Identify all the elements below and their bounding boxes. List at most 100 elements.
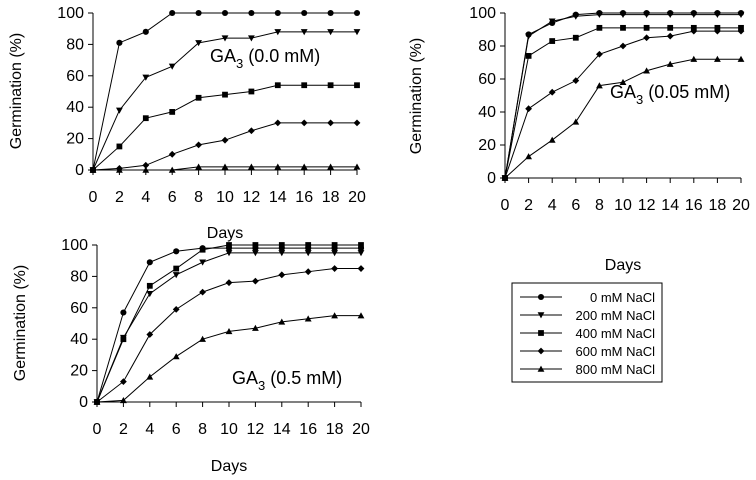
legend-marker [538, 330, 544, 336]
treatment-label-concentration: (0.5 mM) [265, 368, 342, 388]
data-point [548, 136, 556, 143]
data-point [169, 109, 176, 115]
data-point [327, 163, 334, 170]
data-point [146, 331, 154, 338]
data-point [354, 82, 360, 89]
y-tick-label: 100 [61, 237, 88, 254]
data-point [225, 250, 233, 257]
data-point [353, 119, 361, 127]
treatment-label-concentration: (0.0 mM) [243, 46, 320, 66]
data-point [142, 115, 149, 122]
data-point [357, 250, 365, 257]
data-point [274, 82, 281, 89]
data-point [643, 11, 650, 19]
data-point [226, 242, 232, 248]
data-point [327, 119, 334, 127]
data-point [596, 24, 603, 31]
data-point [278, 250, 286, 257]
data-point [195, 9, 202, 17]
data-point [690, 11, 698, 19]
data-point [331, 250, 338, 257]
data-point [690, 27, 698, 35]
data-point [120, 397, 127, 404]
data-point [331, 265, 338, 272]
data-point [225, 327, 233, 335]
treatment-label-subscript: 3 [636, 92, 643, 107]
y-tick-label: 60 [478, 71, 496, 88]
data-point [222, 91, 228, 98]
y-axis-label: Germination (%) [12, 265, 29, 381]
y-tick-label: 0 [75, 162, 84, 179]
x-tick-label: 8 [198, 421, 207, 438]
x-tick-label: 0 [93, 421, 102, 438]
data-point [116, 166, 123, 173]
data-point [252, 277, 259, 285]
data-point [116, 39, 123, 46]
data-point [357, 312, 365, 319]
x-tick-label: 8 [595, 197, 604, 214]
legend-entry: 200 mM NaCl [520, 308, 655, 323]
data-point [619, 11, 627, 19]
x-tick-label: 6 [168, 189, 177, 206]
x-tick-label: 18 [709, 197, 727, 214]
panel-treatment-label: GA3 (0.5 mM) [232, 368, 342, 393]
data-point [172, 305, 180, 313]
x-tick-label: 12 [638, 197, 656, 214]
data-point [596, 50, 603, 58]
data-point [168, 150, 176, 158]
data-point [195, 163, 202, 170]
data-point [643, 67, 650, 74]
series-800-mm-nacl [93, 312, 365, 405]
data-point [643, 34, 650, 42]
data-point [278, 271, 286, 279]
x-tick-label: 4 [145, 421, 154, 438]
treatment-label-main: GA [232, 368, 258, 388]
data-point [714, 27, 721, 35]
legend-entry: 600 mM NaCl [520, 344, 655, 359]
x-tick-label: 18 [322, 189, 340, 206]
data-point [225, 279, 233, 287]
y-tick-label: 0 [487, 170, 496, 187]
data-point [300, 29, 308, 36]
data-point [199, 335, 206, 342]
legend-marker [537, 293, 545, 301]
y-tick-label: 60 [66, 68, 84, 85]
data-point [301, 82, 308, 89]
data-point [173, 265, 180, 272]
data-point [501, 174, 509, 181]
data-point [274, 119, 282, 127]
y-tick-label: 80 [66, 36, 84, 53]
data-point [168, 166, 176, 173]
data-point [199, 288, 206, 296]
data-point [195, 94, 202, 101]
data-point [278, 242, 285, 248]
data-point [737, 27, 745, 35]
data-point [300, 163, 308, 170]
data-point [169, 9, 176, 17]
x-tick-label: 12 [247, 421, 265, 438]
data-point [199, 259, 206, 266]
series-line [504, 27, 741, 179]
x-axis-label: Days [207, 225, 243, 242]
data-point [221, 35, 229, 42]
data-point [274, 163, 282, 170]
treatment-label-subscript: 3 [236, 56, 243, 71]
data-point [525, 53, 532, 59]
data-point [120, 336, 127, 343]
x-tick-label: 14 [661, 197, 679, 214]
data-point [146, 259, 153, 266]
data-point [714, 55, 721, 62]
data-point [327, 9, 334, 17]
x-tick-label: 16 [295, 189, 313, 206]
data-point [331, 312, 338, 319]
data-point [357, 265, 365, 272]
data-point [572, 77, 580, 85]
data-point [304, 268, 312, 276]
data-point [525, 105, 532, 113]
x-tick-label: 12 [243, 189, 261, 206]
x-axis-label: Days [211, 458, 247, 475]
